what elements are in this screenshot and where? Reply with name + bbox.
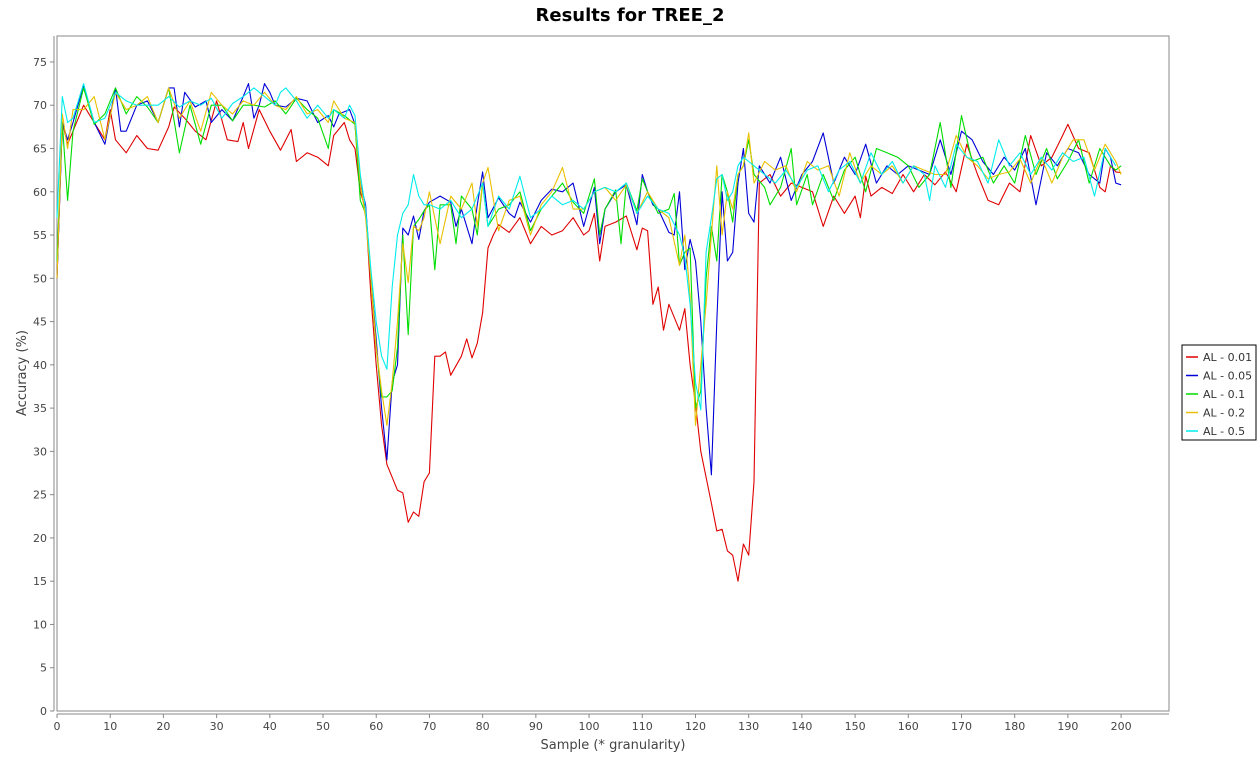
legend: AL - 0.01 AL - 0.05 AL - 0.1 AL - 0.2 AL - 0…	[1181, 344, 1257, 441]
x-tick-label: 190	[1057, 720, 1078, 733]
x-tick-label: 170	[951, 720, 972, 733]
y-tick-label: 10	[33, 618, 47, 631]
y-axis-label: Accuracy (%)	[15, 330, 30, 416]
y-tick-label: 5	[40, 662, 47, 675]
y-tick-label: 50	[33, 272, 47, 285]
series-layer	[56, 83, 1122, 582]
series-line-al-0-01	[56, 100, 1122, 582]
series-line-al-0-1	[56, 87, 1122, 409]
x-axis-label: Sample (* granularity)	[540, 738, 685, 753]
legend-label: AL - 0.5	[1203, 425, 1245, 438]
y-tick-label: 55	[33, 229, 47, 242]
y-tick-label: 15	[33, 575, 47, 588]
y-tick-label: 35	[33, 402, 47, 415]
x-tick-label: 40	[263, 720, 277, 733]
x-tick-label: 80	[476, 720, 490, 733]
y-tick-label: 40	[33, 359, 47, 372]
legend-label: AL - 0.01	[1203, 351, 1252, 364]
x-axis: 0 10 20 30 40 50 60 70 80 90 100 110 120 130 140 150 160…	[54, 713, 1169, 733]
x-tick-label: 0	[54, 720, 61, 733]
x-tick-label: 30	[210, 720, 224, 733]
x-tick-label: 130	[738, 720, 759, 733]
y-tick-label: 30	[33, 445, 47, 458]
x-tick-label: 120	[685, 720, 706, 733]
legend-box	[1181, 344, 1257, 441]
series-line-al-0-5	[56, 83, 1117, 411]
series-line-al-0-2	[56, 87, 1122, 426]
y-tick-label: 75	[33, 56, 47, 69]
y-tick-label: 70	[33, 99, 47, 112]
y-tick-label: 25	[33, 489, 47, 502]
legend-label: AL - 0.2	[1203, 407, 1245, 420]
x-tick-label: 180	[1004, 720, 1025, 733]
y-tick-label: 45	[33, 316, 47, 329]
y-axis: 0 5 10 15 20 25 30 35 40 45 50 55 60 65 70 75	[33, 36, 55, 718]
legend-label: AL - 0.05	[1203, 370, 1252, 383]
x-tick-label: 100	[579, 720, 600, 733]
legend-label: AL - 0.1	[1203, 388, 1245, 401]
x-tick-label: 150	[845, 720, 866, 733]
y-tick-label: 20	[33, 532, 47, 545]
x-tick-label: 60	[369, 720, 383, 733]
plot-area	[56, 35, 1170, 712]
x-tick-label: 200	[1111, 720, 1132, 733]
x-tick-label: 20	[156, 720, 170, 733]
y-tick-label: 0	[40, 705, 47, 718]
x-tick-label: 90	[529, 720, 543, 733]
x-tick-label: 10	[103, 720, 117, 733]
series-line-al-0-05	[56, 83, 1122, 476]
chart-title: Results for TREE_2	[536, 5, 725, 26]
y-tick-label: 60	[33, 186, 47, 199]
x-tick-label: 50	[316, 720, 330, 733]
x-tick-label: 160	[898, 720, 919, 733]
x-tick-label: 70	[422, 720, 436, 733]
x-tick-label: 110	[632, 720, 653, 733]
x-tick-label: 140	[791, 720, 812, 733]
y-tick-label: 65	[33, 143, 47, 156]
